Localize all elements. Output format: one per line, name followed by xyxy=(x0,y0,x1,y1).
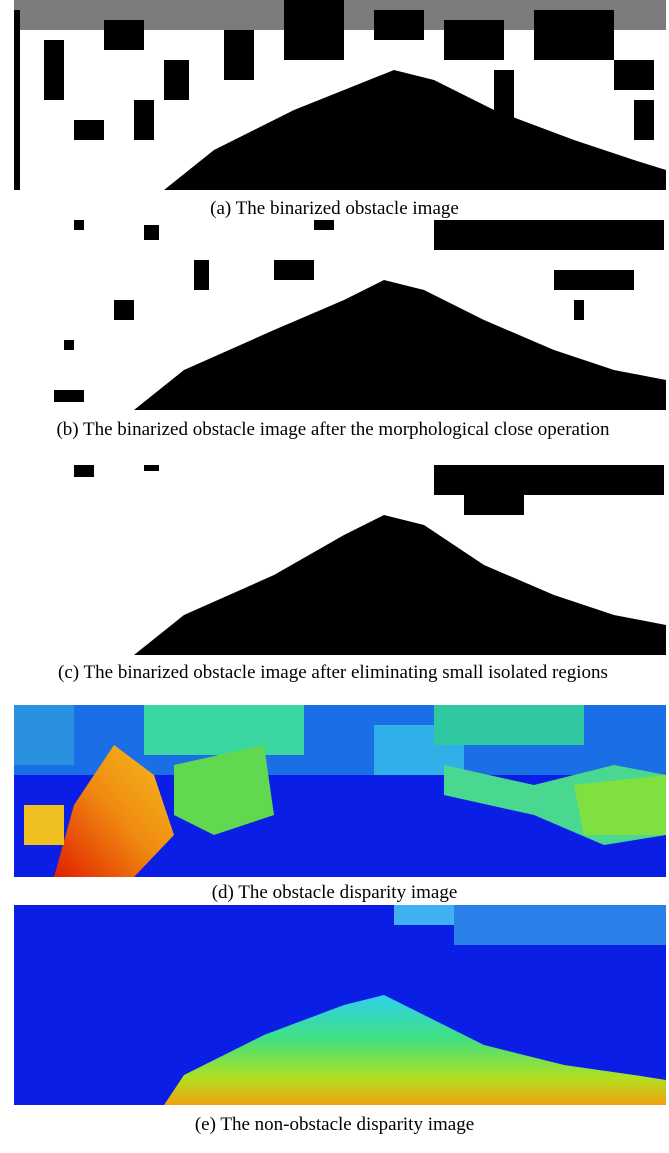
binarized-image xyxy=(14,0,666,190)
caption: (e) The non-obstacle disparity image xyxy=(0,1115,669,1135)
non-obstacle-disparity xyxy=(14,905,666,1105)
filtered-image xyxy=(14,465,666,655)
caption: (b) The binarized obstacle image after t… xyxy=(8,420,658,440)
caption: (d) The obstacle disparity image xyxy=(0,883,669,903)
caption: (c) The binarized obstacle image after e… xyxy=(8,663,658,683)
obstacle-disparity xyxy=(14,705,666,877)
closed-image xyxy=(14,220,666,410)
caption: (a) The binarized obstacle image xyxy=(0,199,669,219)
page: (a) The binarized obstacle image (b) The… xyxy=(0,0,669,1153)
